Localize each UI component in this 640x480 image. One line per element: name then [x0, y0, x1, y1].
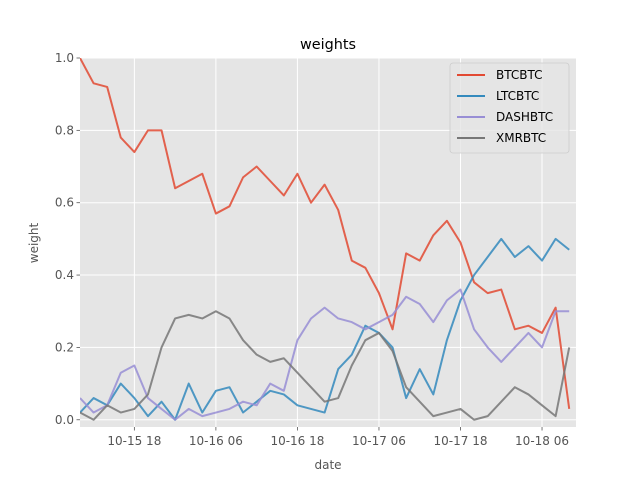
series-line-btcbtc: [80, 58, 571, 410]
y-tick-label: 0.2: [55, 340, 74, 354]
series-line-dashbtc: [80, 288, 570, 421]
y-tick-label: 1.0: [55, 51, 74, 65]
legend-box: [449, 62, 570, 154]
series-line-xmrbtc: [80, 310, 571, 421]
legend-label-dashbtc: DASHBTC: [496, 110, 553, 124]
y-tick-label: 0.8: [55, 123, 74, 137]
series-line-ltcbtc: [80, 237, 570, 421]
legend: BTCBTC LTCBTC DASHBTC XMRBTC: [449, 62, 570, 154]
x-axis-label: date: [314, 458, 341, 472]
x-tick-label: 10-17 06: [352, 434, 406, 448]
y-axis-ticks: 0.0 0.2 0.4 0.6 0.8 1.0: [55, 51, 80, 427]
y-tick-label: 0.4: [55, 268, 74, 282]
x-tick-label: 10-16 18: [270, 434, 324, 448]
x-tick-label: 10-16 06: [189, 434, 243, 448]
x-tick-label: 10-18 06: [515, 434, 569, 448]
y-tick-label: 0.0: [55, 413, 74, 427]
x-tick-label: 10-15 18: [107, 434, 161, 448]
series-lines: [80, 58, 571, 421]
x-axis-ticks: 10-15 18 10-16 06 10-16 18 10-17 06 10-17 18…: [107, 427, 569, 448]
legend-label-ltcbtc: LTCBTC: [496, 89, 539, 103]
legend-label-xmrbtc: XMRBTC: [496, 131, 546, 145]
chart-title: weights: [300, 37, 356, 53]
y-axis-label: weight: [27, 222, 41, 263]
legend-label-btcbtc: BTCBTC: [496, 68, 542, 82]
x-tick-label: 10-17 18: [434, 434, 488, 448]
y-tick-label: 0.6: [55, 196, 74, 210]
